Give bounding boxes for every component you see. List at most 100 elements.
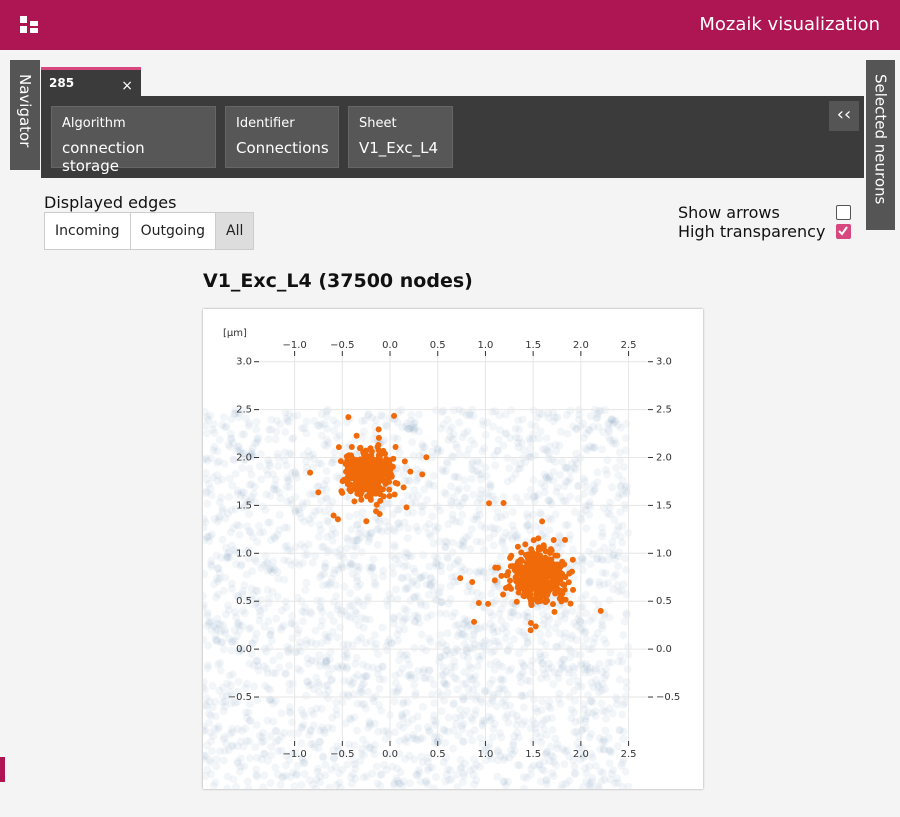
- node: [589, 444, 598, 453]
- node: [533, 707, 542, 716]
- node: [557, 492, 566, 501]
- checkbox[interactable]: [836, 224, 851, 239]
- node: [583, 665, 592, 674]
- collapse-button[interactable]: ‹‹: [829, 101, 859, 131]
- node: [578, 558, 587, 567]
- node: [316, 726, 325, 735]
- node: [450, 662, 459, 671]
- node: [540, 482, 549, 491]
- node: [215, 435, 224, 444]
- node: [289, 433, 298, 442]
- node: [203, 766, 212, 775]
- node: [312, 673, 321, 682]
- target-node: [500, 500, 507, 507]
- node: [248, 449, 257, 458]
- node: [263, 684, 272, 693]
- node: [443, 415, 452, 424]
- filter[interactable]: Algorithm connection storage: [51, 106, 216, 175]
- node: [282, 482, 291, 491]
- node: [225, 671, 234, 680]
- node: [482, 472, 491, 481]
- node: [350, 741, 359, 750]
- checkbox[interactable]: [836, 205, 851, 220]
- node: [359, 735, 368, 744]
- node: [523, 638, 532, 647]
- selected-neurons-tab[interactable]: Selected neurons: [866, 60, 895, 230]
- node: [566, 467, 575, 476]
- node: [563, 746, 572, 755]
- edge-button[interactable]: All: [216, 213, 254, 249]
- node: [415, 619, 424, 628]
- node: [536, 630, 545, 639]
- tab[interactable]: 285 ×: [41, 67, 141, 96]
- node: [211, 778, 220, 787]
- node: [461, 617, 470, 626]
- node: [517, 692, 526, 701]
- node: [217, 638, 226, 647]
- filter[interactable]: Identifier Connections: [225, 106, 339, 168]
- node: [203, 456, 212, 465]
- node: [531, 522, 540, 531]
- node: [459, 737, 468, 746]
- node: [438, 465, 447, 474]
- node: [283, 473, 292, 482]
- edge-button[interactable]: Outgoing: [130, 213, 217, 249]
- node: [312, 704, 321, 713]
- node: [478, 721, 487, 730]
- node: [441, 667, 450, 676]
- target-node: [561, 582, 568, 589]
- node: [453, 443, 462, 452]
- node: [277, 625, 286, 634]
- node: [551, 413, 560, 422]
- node: [409, 426, 418, 435]
- navigator-tab[interactable]: Navigator: [10, 60, 40, 170]
- x-tick-label: −0.5: [330, 749, 354, 760]
- node: [537, 706, 546, 715]
- node: [285, 703, 294, 712]
- node: [600, 635, 609, 644]
- node: [246, 528, 255, 537]
- node: [570, 770, 579, 779]
- node: [221, 573, 230, 582]
- node: [508, 709, 517, 718]
- node: [369, 697, 378, 706]
- node: [474, 569, 483, 578]
- node: [308, 558, 317, 567]
- node: [205, 537, 214, 546]
- node: [553, 483, 562, 492]
- node: [317, 621, 326, 630]
- node: [314, 459, 323, 468]
- edge-button[interactable]: Incoming: [45, 213, 131, 249]
- node: [589, 613, 598, 622]
- node: [212, 551, 221, 560]
- node: [231, 548, 240, 557]
- node: [409, 423, 418, 432]
- node: [602, 714, 611, 723]
- node: [520, 644, 529, 653]
- node: [589, 639, 598, 648]
- node: [605, 596, 614, 605]
- node: [473, 456, 482, 465]
- node: [438, 638, 447, 647]
- node: [413, 712, 422, 721]
- node: [239, 742, 248, 751]
- node: [586, 560, 595, 569]
- node: [280, 456, 289, 465]
- target-node: [386, 478, 393, 485]
- node: [581, 714, 590, 723]
- edge-buttons: Incoming Outgoing All: [44, 212, 255, 250]
- node: [464, 692, 473, 701]
- node: [512, 493, 521, 502]
- node: [293, 593, 302, 602]
- target-node: [533, 551, 540, 558]
- menu-icon[interactable]: [20, 16, 40, 34]
- tab-close[interactable]: ×: [121, 78, 133, 94]
- node: [227, 434, 236, 443]
- node: [227, 742, 236, 751]
- filter[interactable]: Sheet V1_Exc_L4: [348, 106, 453, 168]
- node: [359, 601, 368, 610]
- node: [309, 740, 318, 749]
- node: [569, 662, 578, 671]
- node: [500, 685, 509, 694]
- node: [332, 433, 341, 442]
